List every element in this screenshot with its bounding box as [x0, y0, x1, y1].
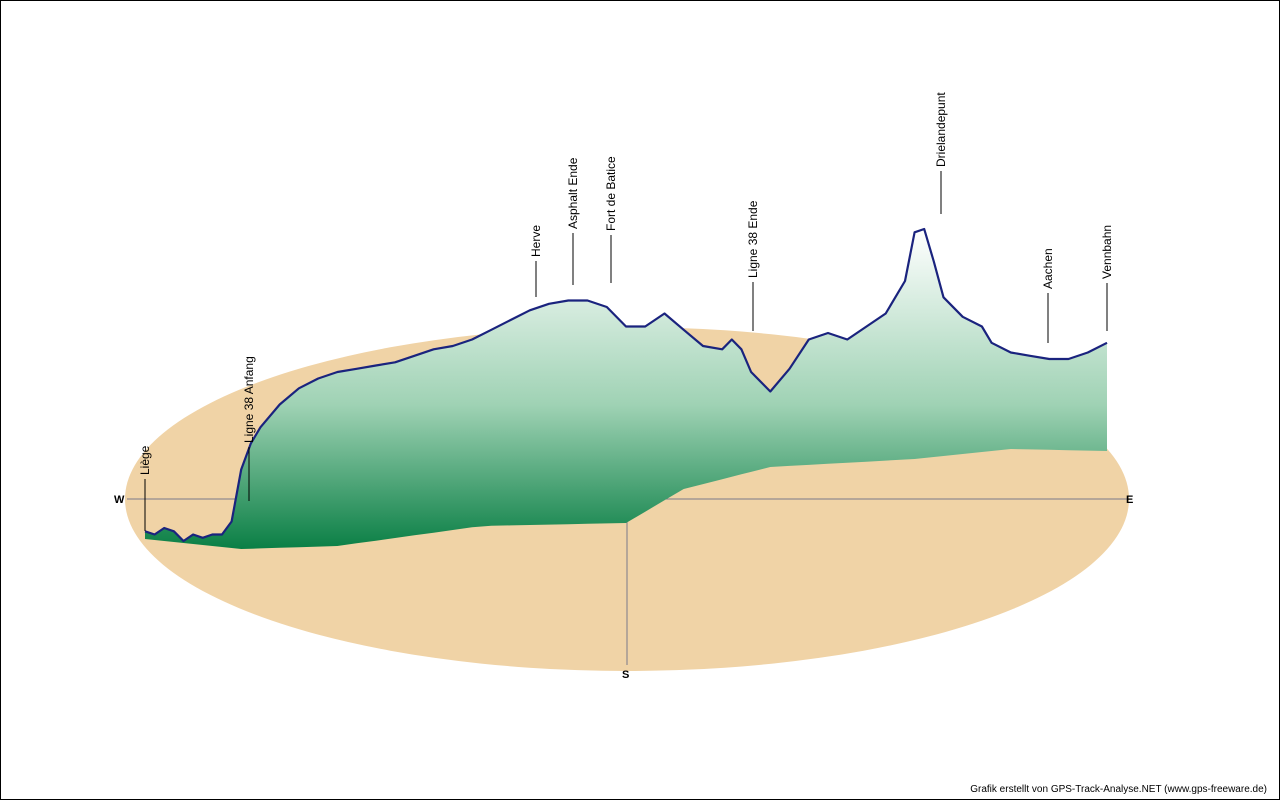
compass-south: S — [622, 669, 629, 681]
waypoint-label: Ligne 38 Anfang — [242, 356, 256, 443]
waypoint-label: Asphalt Ende — [566, 157, 580, 229]
waypoint-label: Ligne 38 Ende — [746, 200, 760, 278]
elevation-line — [144, 227, 1108, 543]
waypoint-label: Drielandepunt — [934, 92, 948, 167]
compass-east: E — [1126, 494, 1133, 506]
waypoint-label: Liège — [138, 445, 152, 475]
credit-text: Grafik erstellt von GPS-Track-Analyse.NE… — [970, 784, 1267, 795]
waypoint-label: Fort de Batice — [604, 156, 618, 231]
waypoint-label: Vennbahn — [1100, 225, 1114, 279]
elevation-area — [145, 229, 1107, 549]
compass-west: W — [114, 494, 125, 506]
waypoint-label: Herve — [529, 225, 543, 257]
waypoint-label: Aachen — [1041, 248, 1055, 289]
